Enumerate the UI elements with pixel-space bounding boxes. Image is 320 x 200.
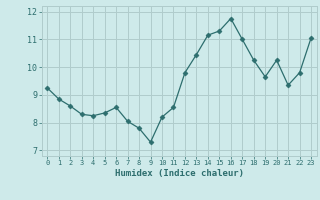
X-axis label: Humidex (Indice chaleur): Humidex (Indice chaleur) <box>115 169 244 178</box>
